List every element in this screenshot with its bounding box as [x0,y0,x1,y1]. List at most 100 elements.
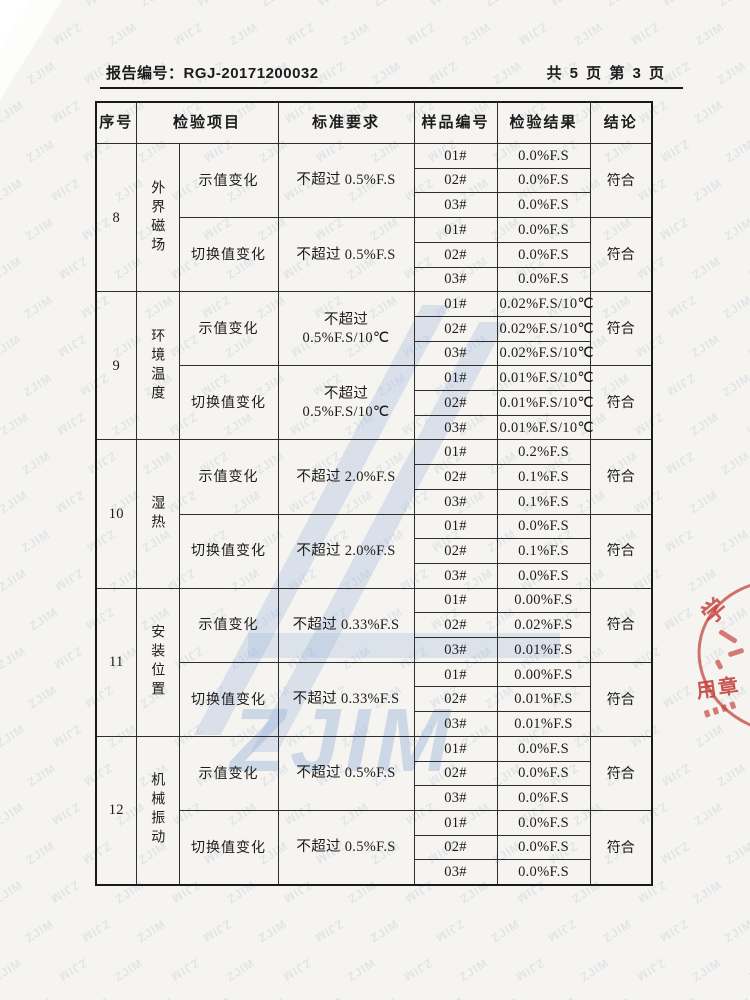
table-row: 02# 0.0%F.S [96,760,652,787]
sample-cell: 02# [413,612,498,639]
report-number-label: 报告编号： [106,65,184,82]
pattern-tile: ZJIM [23,136,58,166]
pattern-tile: ZJIM [483,0,517,9]
pattern-tile: ZJIM [686,487,721,517]
pattern-tile: ZJIM [0,253,25,283]
result-cell: 0.0%F.S [496,834,591,861]
pattern-tile: ZJIM [255,995,289,1000]
table-row: 切换值变化 不超过 0.5%F.S 01# 0.0%F.S 符合 [96,809,653,886]
pattern-tile: ZJIM [456,955,491,985]
result-cell: 0.01%F.S [496,637,591,663]
sample-cell: 02# [413,241,498,268]
sample-cell: 01# [413,291,498,317]
pattern-tile: ZJIM [660,0,694,9]
pattern-tile: ZJIM [0,331,24,361]
pattern-tile: ZJIM [722,838,750,868]
pattern-tile: ZJIM [134,916,169,946]
result-cell: 0.0%F.S [496,266,591,293]
header-divider [100,87,683,89]
conclusion-cell: 符合 [589,365,653,441]
pattern-tile: ZJIM [344,955,379,985]
standard-cell: 不超过 0.33%F.S [277,661,415,737]
table-row: 03# 0.0%F.S [96,859,652,886]
pattern-tile: ZJIM [223,955,258,985]
sample-cell: 02# [413,686,498,713]
table-row: 03# 0.0%F.S [96,266,652,293]
pattern-tile: ZJIM [255,916,290,946]
item-cell: 切换值变化 [178,513,279,589]
pattern-tile: ZJIM [22,916,57,946]
standard-cell: 不超过 0.5%F.S [277,809,415,886]
pattern-tile: ZJIM [367,995,401,1000]
pattern-tile: ZJIM [0,877,26,907]
result-cell: 0.0%F.S [496,760,591,787]
pattern-tile: ZJIM [657,838,692,868]
pattern-tile: ZJIM [367,916,402,946]
seq-cell: 11 [95,587,137,737]
result-cell: 0.01%F.S [496,686,591,713]
pattern-tile: ZJIM [400,955,435,985]
pattern-tile: ZJIM [488,916,523,946]
pattern-tile: ZJIM [194,0,228,9]
result-cell: 0.01%F.S/10℃ [496,414,594,441]
standard-cell: 不超过 0.5%F.S/10℃ [277,365,415,441]
pattern-tile: ZJIM [690,877,725,907]
sample-cell: 03# [413,414,498,441]
pattern-tile: ZJIM [691,799,726,829]
table-row: 02# 0.0%F.S [96,167,652,194]
pattern-tile: ZJIM [49,721,84,751]
sample-cell: 03# [413,637,498,663]
result-cell: 0.00%F.S [496,587,591,614]
item-cell: 示值变化 [178,735,279,811]
pattern-tile: ZJIM [0,215,1,243]
pattern-tile: ZJIM [657,136,692,166]
pattern-tile: ZJIM [488,995,522,1000]
result-cell: 0.02%F.S/10℃ [496,340,594,367]
table-row: 8 外界磁场 示值变化 不超过 0.5%F.S 01# 0.0%F.S 符合 [95,142,653,293]
pattern-tile: ZJIM [24,760,59,790]
pattern-tile: ZJIM [658,760,693,790]
table-row: 12 机械振动 示值变化 不超过 0.5%F.S 01# 0.0%F.S 符合 [95,735,653,886]
item-cell: 切换值变化 [178,365,279,441]
table-row: 切换值变化 不超过 0.5%F.S/10℃ 01# 0.01%F.S/10℃ 符合 [96,365,653,441]
pattern-tile: ZJIM [656,214,691,244]
pattern-tile: ZJIM [111,955,146,985]
result-cell: 0.0%F.S [496,562,591,589]
pattern-tile: ZJIM [53,409,88,439]
pattern-tile: ZJIM [663,370,698,400]
pattern-tile: ZJIM [656,916,691,946]
sample-cell: 01# [413,439,498,466]
result-cell: 0.1%F.S [496,538,591,564]
seq-cell: 12 [95,735,137,886]
result-cell: 0.0%F.S [496,143,591,169]
scan-corner-fold-inner [0,0,30,48]
result-cell: 0.02%F.S/10℃ [496,291,594,317]
sample-cell: 01# [413,809,498,836]
pattern-tile: ZJIM [78,995,112,1000]
sample-cell: 03# [413,785,498,811]
pattern-tile: ZJIM [688,331,723,361]
header-result: 检验结果 [496,101,591,144]
header-item: 检验项目 [135,101,279,144]
pattern-tile: ZJIM [0,760,3,790]
pattern-tile: ZJIM [714,58,749,88]
category-cell: 环境温度 [135,291,180,441]
pattern-tile: ZJIM [577,955,612,985]
table-row: 03# 0.0%F.S [96,785,652,811]
sample-cell: 01# [413,587,498,614]
pattern-tile: ZJIM [167,955,202,985]
sample-cell: 02# [413,390,498,416]
pattern-tile: ZJIM [18,526,53,556]
conclusion-cell: 符合 [589,809,653,886]
pattern-tile: ZJIM [717,526,750,556]
pattern-tile: ZJIM [633,955,668,985]
result-cell: 0.01%F.S/10℃ [496,365,594,392]
item-cell: 示值变化 [178,587,279,663]
standard-cell: 不超过 0.5%F.S [277,217,415,293]
result-cell: 0.0%F.S [496,241,591,268]
result-cell: 0.0%F.S [496,859,591,886]
pattern-tile: ZJIM [20,370,55,400]
pattern-tile: ZJIM [432,916,467,946]
result-cell: 0.00%F.S [496,661,591,688]
